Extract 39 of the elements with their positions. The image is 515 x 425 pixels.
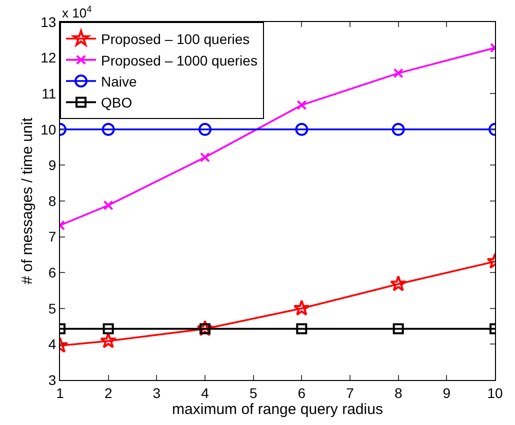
legend-label: QBO [101, 94, 132, 111]
x-tick-label: 10 [487, 384, 503, 401]
y-tick-label: 12 [40, 50, 56, 66]
y-tick-label: 9 [48, 157, 56, 174]
point [296, 100, 307, 110]
x-tick-label: 7 [346, 384, 354, 401]
y-tick-label: 6 [48, 264, 56, 280]
x-tick-label: 1 [56, 384, 64, 401]
x-tick-label: 3 [152, 384, 161, 401]
y-axis-title: # of messages / time unit [18, 116, 36, 284]
text: x 10$^{4}$ [62, 4, 92, 20]
y-tick-label: 11 [42, 86, 56, 102]
y-tick-label: 3 [48, 372, 56, 388]
point [295, 122, 308, 136]
y-tick-label: 7 [48, 228, 56, 245]
point [296, 323, 308, 334]
point [392, 122, 405, 136]
y-tick-label: 8 [48, 192, 56, 209]
point [293, 300, 310, 316]
x-tick-label: 2 [104, 384, 112, 401]
y-tick-label: 4 [48, 336, 56, 352]
x-tick-label: 9 [442, 384, 451, 401]
point [390, 275, 407, 292]
point [198, 122, 212, 136]
point [196, 320, 214, 336]
legend-label: Proposed – 100 queries [101, 31, 250, 48]
x-tick-label: 6 [298, 384, 306, 401]
x-tick-label: 5 [249, 384, 258, 401]
y-tick-label: 5 [48, 300, 56, 316]
x-axis-title: maximum of range query radius [172, 400, 383, 418]
point [200, 152, 210, 162]
point [392, 323, 404, 334]
x-tick-label: 8 [394, 384, 402, 401]
y-tick-label: 13 [40, 14, 56, 30]
legend-label: Proposed – 1000 queries [101, 52, 258, 68]
legend-label: Naive [101, 73, 138, 90]
point [393, 68, 404, 78]
x-tick-label: 4 [201, 384, 210, 401]
y-tick-label: 10 [40, 121, 56, 138]
